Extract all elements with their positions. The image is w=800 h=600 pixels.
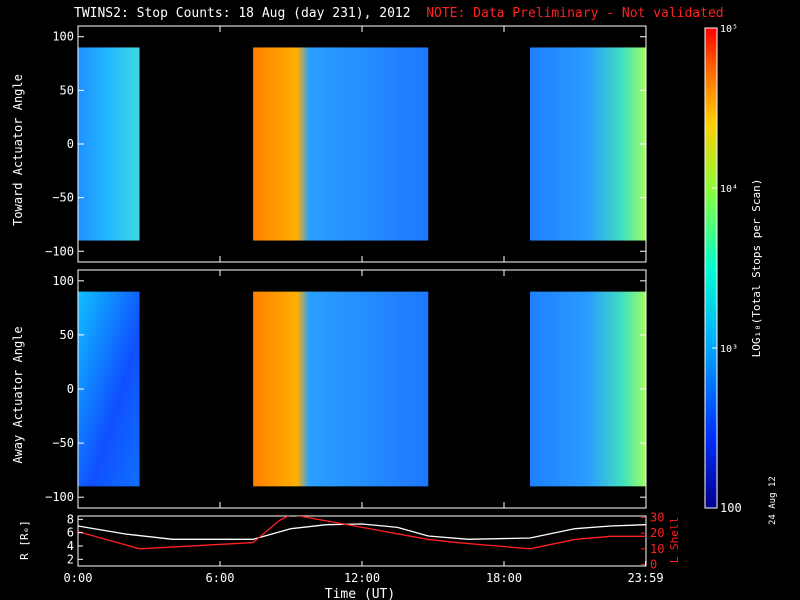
y-tick-label: −50 <box>52 191 74 205</box>
colorbar: 10⁵ 10⁴ 10³ 100 <box>704 24 742 515</box>
x-tick-label: 12:00 <box>344 571 380 585</box>
colorbar-gradient <box>704 27 718 509</box>
colorbar-tick-label: 10³ <box>720 344 738 355</box>
y-tick-label: 0 <box>67 382 74 396</box>
x-tick-label: 18:00 <box>486 571 522 585</box>
title-text: TWINS2: Stop Counts: 18 Aug (day 231), 2… <box>74 6 411 21</box>
heatmap-segment <box>530 291 646 487</box>
colorbar-label: LOG₁₀(Total Stops per Scan) <box>750 179 763 358</box>
heatmap-segment <box>78 47 140 241</box>
panel1-ylabel: Toward Actuator Angle <box>11 74 25 226</box>
plot-title: TWINS2: Stop Counts: 18 Aug (day 231), 2… <box>74 6 724 21</box>
l-shell-series-line <box>78 516 646 550</box>
y-tick-label-left: 6 <box>67 526 74 540</box>
y-tick-label-right: 20 <box>650 526 664 540</box>
note-text: NOTE: Data Preliminary - Not validated <box>426 6 724 21</box>
r-series-line <box>78 523 646 540</box>
heatmap-segment <box>253 291 429 487</box>
panels: 100500−50−100100500−50−100864230201000:0… <box>45 25 665 585</box>
heatmap-segment <box>253 47 429 241</box>
y-tick-label: −50 <box>52 436 74 450</box>
heatmap-panel-2: 100 50 0 −50 −100 <box>45 269 647 509</box>
x-tick-label: 23:59 <box>627 571 663 585</box>
x-axis-label: Time (UT) <box>325 587 395 600</box>
colorbar-tick-label: 10⁴ <box>720 184 738 195</box>
y-tick-label-right: 10 <box>650 542 664 556</box>
y-tick-label-right: 30 <box>650 511 664 525</box>
y-tick-label: −100 <box>45 244 74 258</box>
x-tick-label: 0:00 <box>64 571 93 585</box>
date-stamp: 24 Aug 12 <box>768 476 778 525</box>
y-tick-label: 100 <box>52 274 74 288</box>
y-tick-label: 50 <box>60 83 74 97</box>
panel3-ylabel-left: R [Rₑ] <box>18 520 31 560</box>
y-tick-label-left: 2 <box>67 552 74 566</box>
panel2-ylabel: Away Actuator Angle <box>11 326 25 463</box>
panel3-ylabel-right: L Shell <box>668 517 681 563</box>
colorbar-tick-label: 10⁵ <box>720 24 738 35</box>
heatmap-panel-1: 100 50 0 −50 −100 <box>45 25 647 263</box>
y-tick-label: 50 <box>60 328 74 342</box>
heatmap-segment <box>78 291 140 487</box>
y-tick-label: −100 <box>45 490 74 504</box>
y-tick-label: 0 <box>67 137 74 151</box>
y-tick-label: 100 <box>52 30 74 44</box>
colorbar-tick-label: 100 <box>720 501 742 515</box>
heatmap-segment <box>530 47 646 241</box>
x-tick-label: 6:00 <box>206 571 235 585</box>
y-tick-label-left: 4 <box>67 539 74 553</box>
y-tick-label-left: 8 <box>67 512 74 526</box>
y-tick-label-right: 0 <box>650 557 657 571</box>
